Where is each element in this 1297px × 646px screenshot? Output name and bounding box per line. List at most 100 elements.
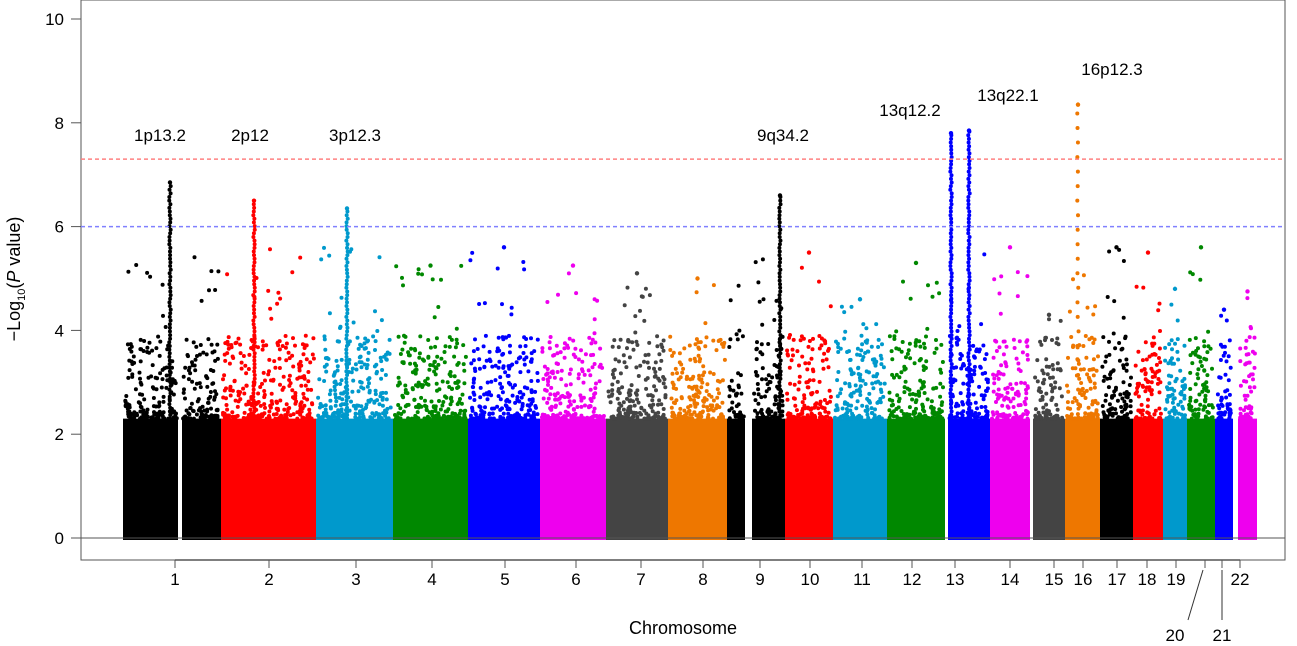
snp-point: [719, 412, 723, 417]
snp-point: [127, 403, 132, 408]
snp-point: [384, 357, 389, 362]
peak-snp-point: [251, 231, 256, 236]
lead-snp-point: [948, 130, 954, 136]
snp-point: [455, 386, 460, 390]
snp-point: [471, 349, 476, 354]
snp-point: [191, 416, 196, 421]
top-snp-point: [1245, 289, 1250, 294]
snp-point: [558, 411, 563, 416]
snp-point: [621, 407, 626, 412]
snp-point: [820, 358, 825, 363]
snp-point: [864, 340, 869, 345]
snp-point: [1091, 312, 1096, 317]
snp-point: [1165, 387, 1170, 392]
snp-point: [1080, 393, 1085, 398]
snp-point: [530, 397, 535, 402]
snp-point: [1092, 385, 1097, 390]
dense-points: [221, 418, 316, 540]
snp-point: [794, 408, 799, 413]
snp-point: [281, 374, 286, 379]
snp-point: [528, 408, 533, 412]
snp-point: [881, 394, 886, 399]
peak-snp-point: [949, 216, 954, 221]
snp-point: [571, 338, 576, 343]
snp-point: [1202, 382, 1207, 387]
snp-point: [1004, 364, 1009, 369]
top-snp-point: [1046, 312, 1052, 318]
snp-point: [409, 416, 414, 421]
peak-snp-point: [967, 347, 972, 352]
chromosome-16-points: [1065, 273, 1100, 540]
snp-point: [230, 410, 235, 415]
snp-point: [996, 376, 1001, 381]
snp-point: [1128, 398, 1133, 403]
snp-point: [521, 260, 526, 264]
snp-point: [525, 386, 530, 391]
chromosome-21-points: [1215, 307, 1233, 540]
snp-point: [1035, 358, 1040, 363]
snp-point: [805, 367, 810, 372]
snp-point: [1090, 399, 1095, 404]
snp-point: [652, 366, 656, 371]
peak-snp-point: [966, 365, 971, 370]
snp-point: [145, 345, 150, 350]
snp-point: [1104, 393, 1109, 398]
snp-point: [195, 399, 200, 404]
snp-point: [578, 416, 583, 421]
snp-point: [1095, 401, 1100, 406]
snp-point: [992, 376, 997, 381]
snp-point: [1204, 385, 1209, 390]
snp-point: [1025, 357, 1030, 362]
snp-point: [1238, 346, 1243, 351]
snp-point: [1187, 337, 1192, 342]
peak-snp-point: [778, 344, 783, 348]
snp-point: [618, 337, 623, 342]
peak-snp-point: [252, 369, 257, 374]
snp-point: [1088, 386, 1093, 391]
snp-point: [199, 409, 204, 414]
snp-point: [412, 347, 417, 351]
snp-point: [1247, 385, 1252, 390]
snp-point: [468, 395, 472, 400]
snp-point: [1150, 352, 1155, 357]
snp-point: [192, 255, 197, 260]
snp-point: [653, 413, 658, 418]
snp-point: [1188, 387, 1193, 391]
snp-point: [731, 388, 736, 393]
snp-point: [1124, 362, 1129, 367]
peak-snp-point: [167, 242, 172, 247]
snp-point: [387, 337, 392, 342]
snp-point: [1156, 308, 1161, 313]
snp-point: [870, 381, 875, 386]
snp-point: [529, 336, 533, 341]
snp-point: [752, 391, 757, 396]
snp-point: [222, 373, 227, 378]
snp-point: [1000, 403, 1005, 408]
snp-point: [1055, 336, 1060, 341]
snp-point: [1149, 392, 1154, 397]
snp-point: [351, 403, 356, 408]
peak-snp-point: [345, 387, 350, 392]
snp-point: [760, 366, 765, 371]
lead-snp-point: [1075, 102, 1081, 107]
snp-point: [1095, 416, 1100, 421]
snp-point: [534, 405, 538, 410]
snp-point: [256, 391, 261, 396]
snp-point: [834, 339, 838, 344]
snp-point: [335, 364, 340, 369]
snp-point: [657, 398, 662, 403]
snp-point: [1188, 395, 1193, 400]
snp-point: [650, 409, 655, 414]
snp-point: [201, 350, 206, 355]
snp-point: [659, 402, 664, 407]
snp-point: [1216, 403, 1221, 408]
snp-point: [461, 343, 466, 348]
snp-point: [373, 309, 377, 314]
snp-point: [682, 408, 687, 413]
peak-snp-point: [967, 383, 972, 388]
snp-point: [324, 362, 329, 367]
snp-point: [506, 411, 511, 416]
snp-point: [527, 404, 532, 408]
snp-point: [792, 396, 797, 401]
snp-point: [696, 353, 701, 358]
